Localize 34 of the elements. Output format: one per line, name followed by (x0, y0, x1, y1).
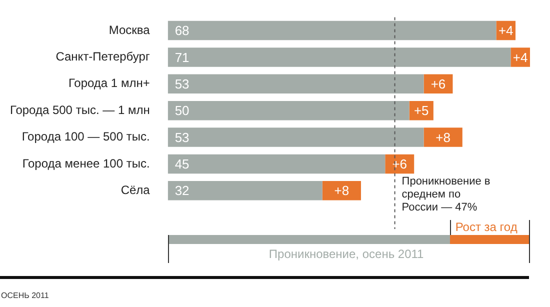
data-label: 45 (174, 156, 190, 172)
bar (424, 128, 462, 147)
text: Рост за год (455, 220, 518, 234)
data-label: +6 (430, 76, 446, 92)
data-label: +5 (414, 103, 429, 118)
y-tick-label: Сёла (120, 182, 150, 197)
data-label: 53 (174, 130, 190, 145)
bar (168, 20, 496, 40)
y-tick-label: Москва (108, 22, 150, 37)
text: Проникновение, осень 2011 (268, 247, 424, 261)
bar (168, 48, 511, 67)
data-label: 50 (174, 103, 190, 118)
data-label: +4 (498, 23, 514, 38)
bar (168, 181, 322, 200)
y-tick-label: Города 500 тыс. — 1 млн (10, 102, 150, 117)
data-label: +6 (392, 156, 408, 172)
bar (168, 128, 424, 147)
y-tick-label: Санкт-Петербург (56, 50, 150, 64)
y-tick-label: Города менее 100 тыс. (22, 156, 150, 170)
data-label: 71 (174, 50, 190, 65)
data-label: +4 (512, 50, 528, 65)
data-label: +8 (436, 130, 450, 145)
bar (168, 100, 410, 120)
y-tick-label: Города 100 — 500 тыс. (22, 130, 150, 144)
ref-line-label: Проникновение в среднем по России — 47% (402, 176, 490, 214)
data-label: 32 (174, 183, 190, 198)
text: ОСЕНЬ 2011 (1, 291, 50, 300)
data-label: 68 (174, 23, 190, 38)
bar (168, 74, 424, 94)
data-label: +8 (334, 183, 350, 198)
data-label: 53 (174, 76, 190, 92)
bar (168, 154, 386, 174)
bar (322, 181, 361, 200)
y-tick-label: Города 1 млн+ (68, 76, 150, 90)
